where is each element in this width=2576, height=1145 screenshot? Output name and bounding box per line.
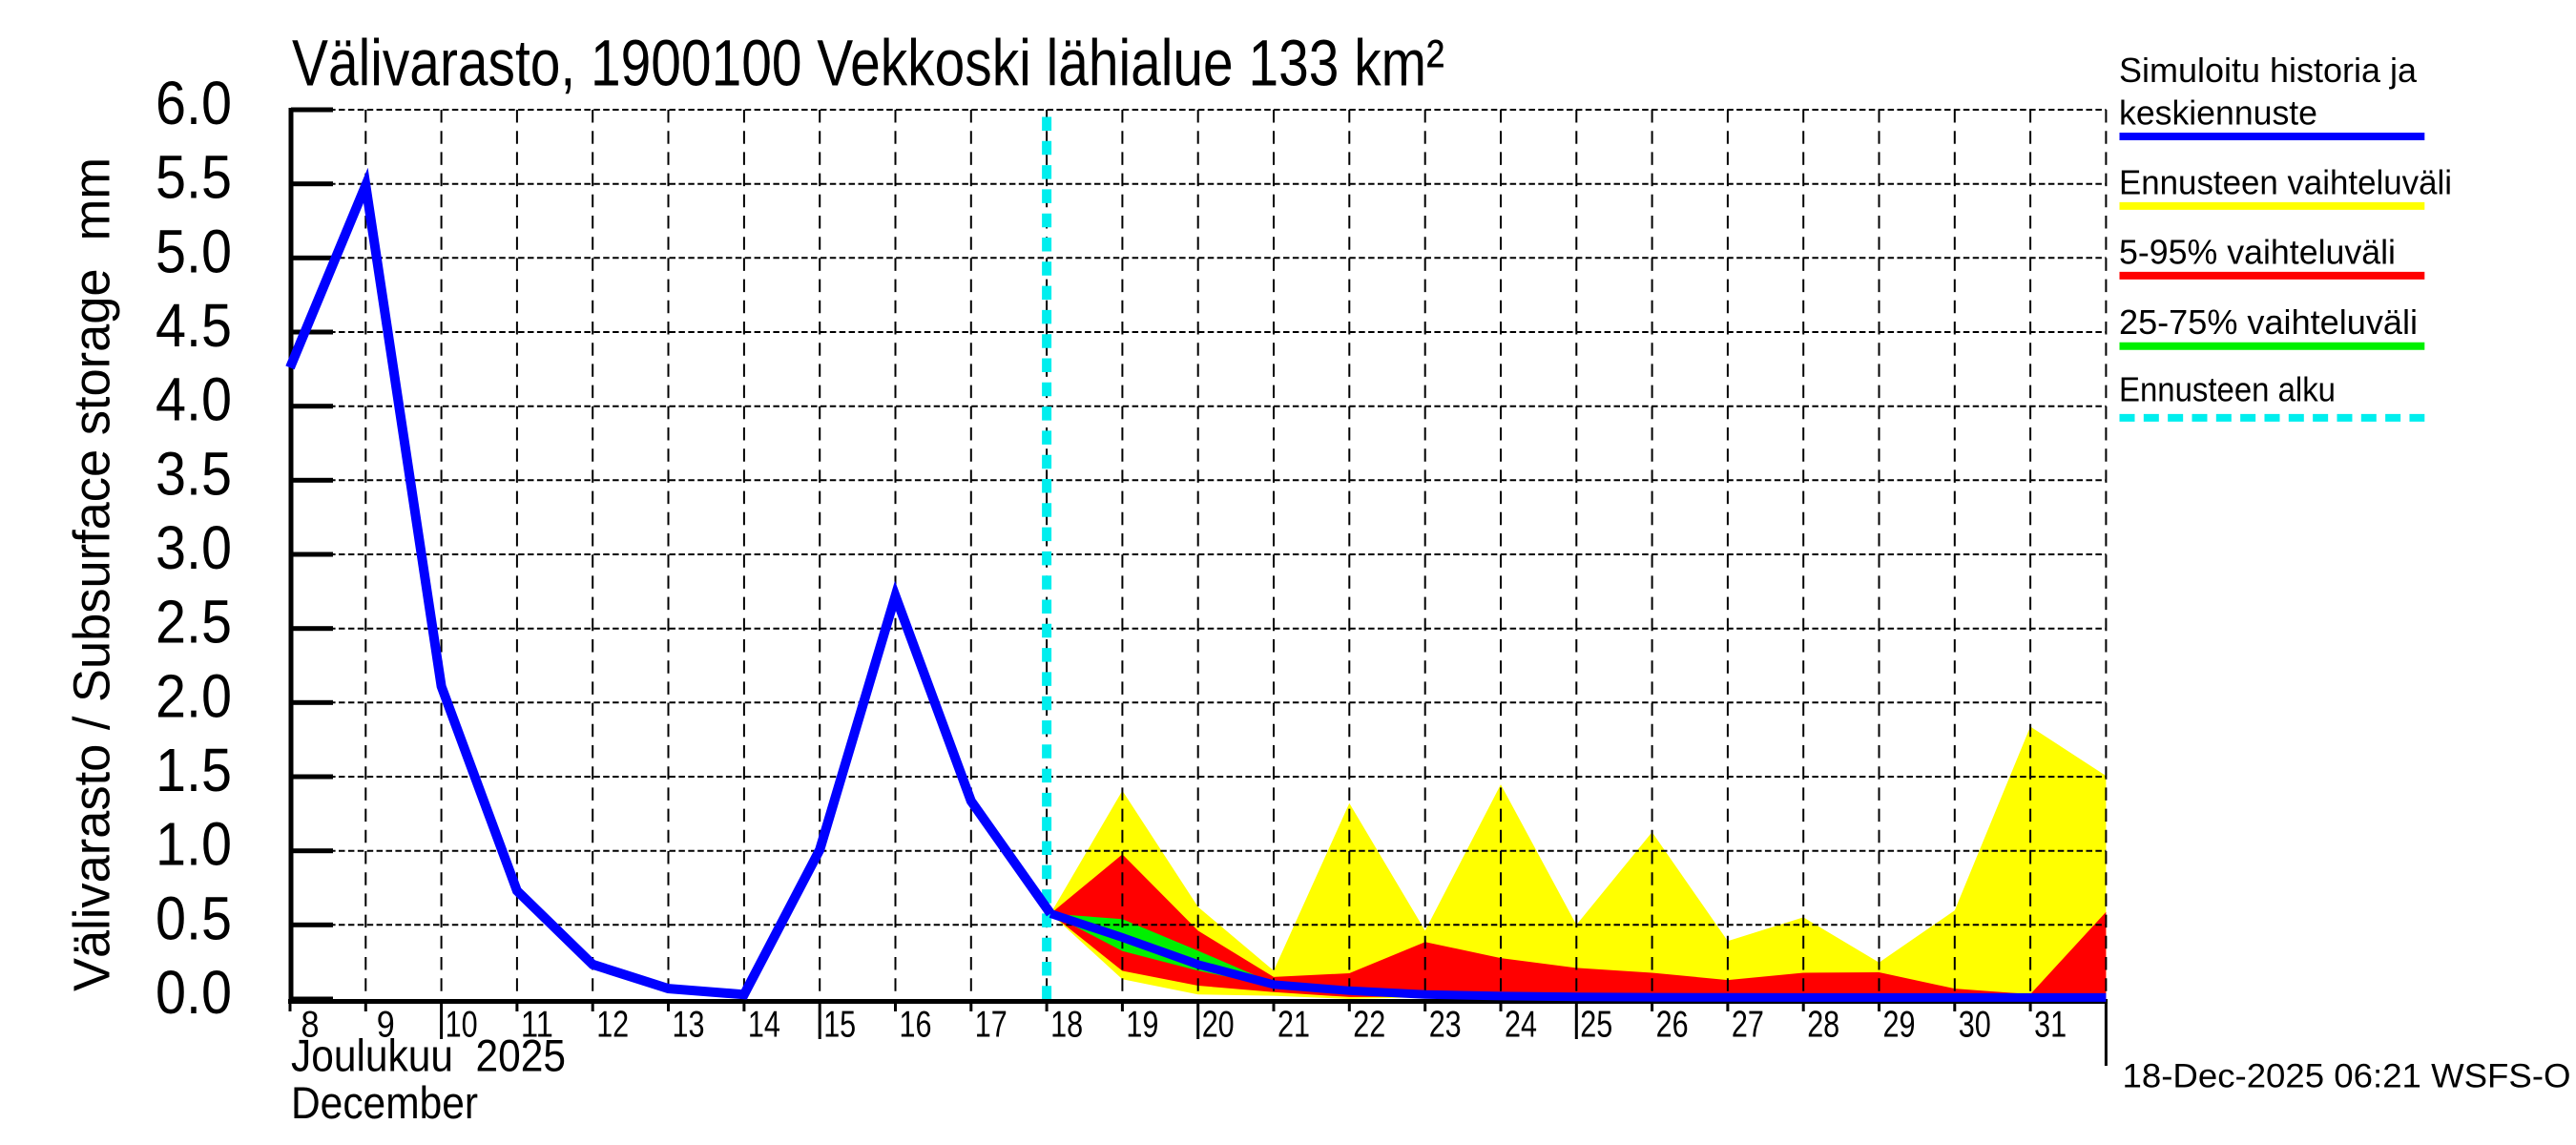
- svg-text:4.0: 4.0: [156, 365, 232, 434]
- svg-text:8: 8: [301, 1005, 320, 1046]
- svg-text:9: 9: [377, 1005, 395, 1046]
- svg-text:1.5: 1.5: [156, 736, 232, 804]
- svg-text:22: 22: [1353, 1005, 1385, 1046]
- svg-text:15: 15: [823, 1005, 856, 1046]
- svg-text:0.5: 0.5: [156, 884, 232, 952]
- svg-text:16: 16: [900, 1005, 932, 1046]
- svg-text:25-75% vaihteluväli: 25-75% vaihteluväli: [2119, 302, 2418, 342]
- svg-text:18: 18: [1050, 1005, 1083, 1046]
- svg-text:25: 25: [1580, 1005, 1612, 1046]
- svg-text:3.5: 3.5: [156, 439, 232, 508]
- svg-text:5-95% vaihteluväli: 5-95% vaihteluväli: [2119, 232, 2396, 271]
- svg-text:26: 26: [1656, 1005, 1689, 1046]
- svg-text:14: 14: [748, 1005, 780, 1046]
- svg-text:5.0: 5.0: [156, 217, 232, 285]
- svg-text:Ennusteen alku: Ennusteen alku: [2119, 370, 2336, 409]
- svg-text:10: 10: [446, 1005, 478, 1046]
- svg-text:5.5: 5.5: [156, 143, 232, 212]
- svg-text:Joulukuu 2025: Joulukuu 2025: [291, 1031, 566, 1082]
- svg-text:18-Dec-2025 06:21 WSFS-O: 18-Dec-2025 06:21 WSFS-O: [2123, 1057, 2571, 1094]
- svg-text:1.0: 1.0: [156, 810, 232, 879]
- svg-text:2.0: 2.0: [156, 661, 232, 730]
- svg-text:21: 21: [1278, 1005, 1310, 1046]
- svg-text:30: 30: [1959, 1005, 1991, 1046]
- svg-text:December: December: [291, 1078, 478, 1129]
- svg-text:29: 29: [1883, 1005, 1916, 1046]
- svg-text:24: 24: [1505, 1005, 1537, 1046]
- svg-text:keskiennuste: keskiennuste: [2119, 93, 2317, 132]
- svg-text:20: 20: [1202, 1005, 1235, 1046]
- svg-text:2.5: 2.5: [156, 588, 232, 656]
- svg-text:19: 19: [1126, 1005, 1158, 1046]
- svg-text:31: 31: [2034, 1005, 2067, 1046]
- svg-text:Välivarasto, 1900100 Vekkoski: Välivarasto, 1900100 Vekkoski lähialue 1…: [292, 27, 1444, 100]
- svg-text:17: 17: [975, 1005, 1008, 1046]
- svg-text:Simuloitu historia ja: Simuloitu historia ja: [2119, 51, 2418, 90]
- svg-text:6.0: 6.0: [156, 69, 232, 137]
- svg-text:Ennusteen vaihteluväli: Ennusteen vaihteluväli: [2119, 162, 2452, 201]
- svg-text:Välivarasto / Subsurface stora: Välivarasto / Subsurface storage mm: [64, 157, 121, 991]
- svg-text:28: 28: [1807, 1005, 1839, 1046]
- svg-text:3.0: 3.0: [156, 513, 232, 582]
- svg-text:27: 27: [1732, 1005, 1764, 1046]
- svg-text:13: 13: [673, 1005, 705, 1046]
- svg-text:0.0: 0.0: [156, 958, 232, 1027]
- svg-text:11: 11: [521, 1005, 553, 1046]
- svg-text:12: 12: [596, 1005, 629, 1046]
- svg-text:4.5: 4.5: [156, 291, 232, 360]
- svg-text:23: 23: [1429, 1005, 1462, 1046]
